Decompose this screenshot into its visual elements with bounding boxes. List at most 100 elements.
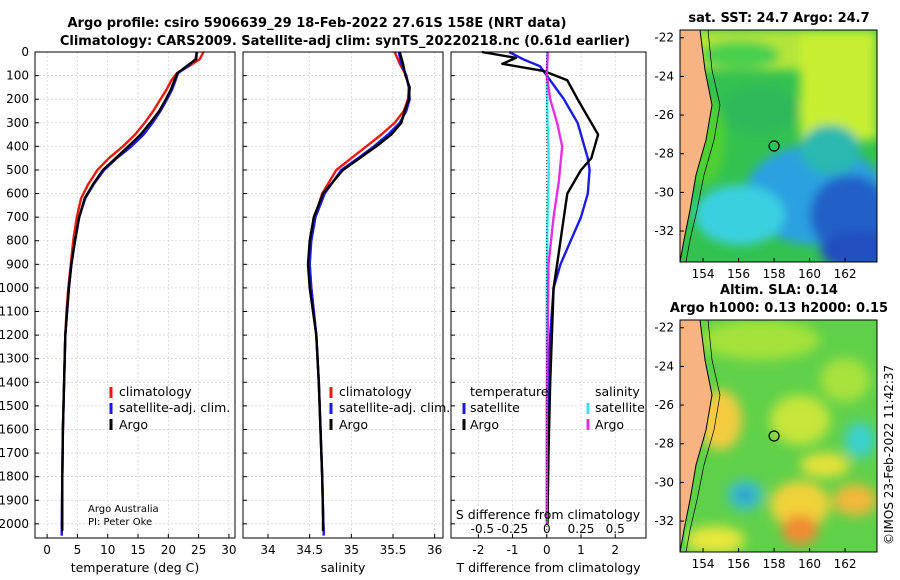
- y-tick-label: 2000: [0, 517, 29, 531]
- temperature-panel: 0 5 10 15 20 25 300100200300400500600700800900…: [0, 45, 237, 575]
- x-axis-label: temperature (deg C): [71, 560, 200, 575]
- sst-shelf-contour: [685, 30, 721, 262]
- s-difference-tick-label: 0.25: [568, 522, 595, 536]
- legend-label-s-satellite: satellite: [595, 400, 645, 415]
- map-x-tick-label: 162: [834, 557, 857, 571]
- legend-title-salinity: salinity: [595, 384, 640, 399]
- panel-frame: [450, 51, 647, 539]
- s-difference-tick-label: -0.5: [471, 522, 494, 536]
- y-tick-label: 0: [21, 45, 29, 59]
- x-tick-label: 2: [611, 543, 619, 557]
- sla-shelf-contour: [685, 320, 721, 552]
- legend-label-argo-2: Argo: [339, 417, 368, 432]
- sst-map: sat. SST: 24.7 Argo: 24.7 154 156 158 160 16…: [654, 11, 878, 281]
- y-tick-label: 600: [6, 187, 29, 201]
- legend-title-temperature: temperature: [470, 384, 549, 399]
- x-tick-label: 35: [344, 543, 359, 557]
- y-tick-label: 200: [6, 92, 29, 106]
- x-tick-label: 35.5: [380, 543, 407, 557]
- sst-map-title: sat. SST: 24.7 Argo: 24.7: [688, 11, 869, 26]
- salinity-panel: 34 34.5 35 35.5 36 salinity: [242, 51, 444, 575]
- sla-map-frame: [679, 319, 878, 553]
- x-tick-label: -2: [472, 543, 484, 557]
- x-tick-label: 10: [100, 543, 115, 557]
- sla-map-axes: 154 156 158 160 162 -22 -24 -26 -28 -30 -32: [654, 321, 856, 571]
- legend-label-s-argo: Argo: [595, 417, 624, 432]
- y-tick-label: 1500: [0, 399, 29, 413]
- temperature-legend: climatology satellite-adj. clim. Argo: [109, 384, 230, 432]
- y-tick-label: 1300: [0, 352, 29, 366]
- difference-legend: temperature salinity satellite Argo sate…: [462, 384, 645, 432]
- sst-map-frame: [679, 29, 878, 263]
- sst-map-axes: 154 156 158 160 162 -22 -24 -26 -28 -30 -32: [654, 31, 856, 281]
- legend-label-satellite: satellite-adj. clim.: [119, 400, 230, 415]
- x-tick-label: 25: [191, 543, 206, 557]
- map-y-tick-label: -22: [654, 31, 674, 45]
- y-tick-label: 800: [6, 234, 29, 248]
- y-tick-label: 1700: [0, 446, 29, 460]
- map-y-tick-label: -26: [654, 398, 674, 412]
- salinity-legend: climatology satellite-adj. clim. Argo: [329, 384, 450, 432]
- legend-label-argo: Argo: [119, 417, 148, 432]
- title-line1: Argo profile: csiro 5906639_29 18-Feb-20…: [68, 16, 567, 31]
- x-tick-label: 0: [543, 543, 551, 557]
- y-tick-label: 1400: [0, 375, 29, 389]
- series-climatology: [308, 51, 410, 536]
- sst-argo-location-marker: [768, 140, 780, 152]
- map-x-tick-label: 160: [798, 557, 821, 571]
- x-tick-label: 36: [427, 543, 442, 557]
- map-y-tick-label: -26: [654, 108, 674, 122]
- s-difference-tick-label: 0.5: [606, 522, 625, 536]
- series-argo: [61, 51, 198, 531]
- x-axis-label: T difference from climatology: [455, 560, 641, 575]
- x-tick-label: -1: [507, 543, 519, 557]
- series-satellite-adj-clim-: [308, 51, 411, 536]
- legend-label-t-argo: Argo: [470, 417, 499, 432]
- y-tick-label: 500: [6, 163, 29, 177]
- x-tick-label: 0: [43, 543, 51, 557]
- map-x-tick-label: 156: [727, 267, 750, 281]
- x-axis-label: salinity: [321, 560, 366, 575]
- map-y-tick-label: -22: [654, 321, 674, 335]
- y-tick-label: 100: [6, 69, 29, 83]
- title-line2: Climatology: CARS2009. Satellite-adj cli…: [60, 34, 630, 49]
- map-y-tick-label: -32: [654, 224, 674, 238]
- map-x-tick-label: 158: [763, 267, 786, 281]
- legend-label-t-satellite: satellite: [470, 400, 520, 415]
- series-argo: [306, 51, 411, 531]
- y-tick-label: 1100: [0, 305, 29, 319]
- x-tick-label: 5: [74, 543, 82, 557]
- x-tick-label: 30: [221, 543, 236, 557]
- map-x-tick-label: 154: [692, 557, 715, 571]
- sla-map-title-line1: Altim. SLA: 0.14: [720, 283, 838, 298]
- panel-frame: [34, 51, 236, 539]
- map-y-tick-label: -32: [654, 514, 674, 528]
- y-tick-label: 300: [6, 116, 29, 130]
- sla-land: [680, 320, 712, 552]
- sst-land: [680, 30, 712, 262]
- series-salinity-argo: [545, 51, 564, 524]
- map-y-tick-label: -28: [654, 437, 674, 451]
- y-tick-label: 400: [6, 139, 29, 153]
- map-y-tick-label: -24: [654, 359, 674, 373]
- y-tick-label: 1000: [0, 281, 29, 295]
- x-tick-label: 1: [577, 543, 585, 557]
- legend-label-climatology-2: climatology: [339, 384, 412, 399]
- credit-line2: PI: Peter Oke: [88, 517, 152, 528]
- series-satellite-adj-clim-: [60, 51, 198, 536]
- y-tick-label: 1800: [0, 470, 29, 484]
- map-x-tick-label: 160: [798, 267, 821, 281]
- map-x-tick-label: 156: [727, 557, 750, 571]
- y-tick-label: 1600: [0, 422, 29, 436]
- x-tick-label: 15: [130, 543, 145, 557]
- timestamp: ©IMOS 23-Feb-2022 11:42:37: [882, 365, 896, 545]
- s-difference-ticks: -0.5 -0.25 0 0.25 0.5: [471, 522, 625, 536]
- y-tick-label: 700: [6, 210, 29, 224]
- x-tick-label: 34: [260, 543, 275, 557]
- map-y-tick-label: -28: [654, 147, 674, 161]
- series-climatology: [60, 51, 205, 536]
- map-y-tick-label: -30: [654, 185, 674, 199]
- y-tick-label: 1200: [0, 328, 29, 342]
- x-tick-label: 34.5: [296, 543, 323, 557]
